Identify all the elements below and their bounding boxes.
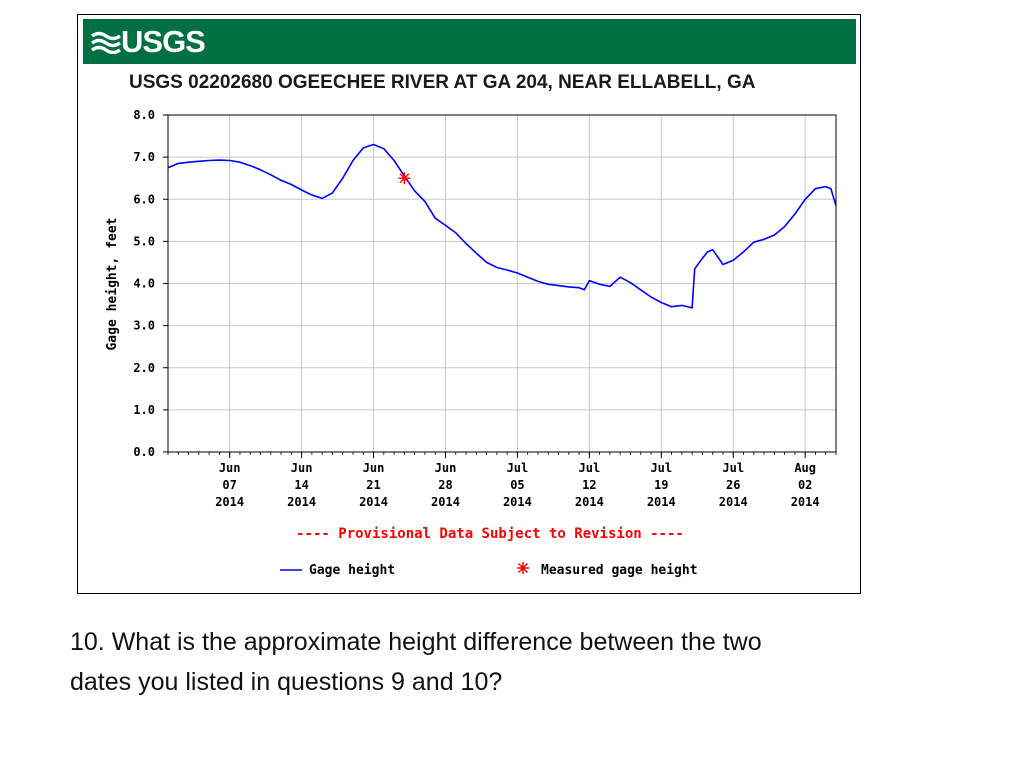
y-tick-label: 2.0 — [133, 361, 155, 375]
x-tick-label: 2014 — [431, 495, 460, 509]
y-axis-label: Gage height, feet — [105, 217, 120, 350]
x-tick-label: 02 — [798, 478, 812, 492]
x-tick-label: 07 — [222, 478, 236, 492]
usgs-logo-text: USGS — [121, 24, 206, 59]
x-tick-label: Jun — [219, 461, 241, 475]
usgs-logo: USGS — [91, 24, 206, 59]
legend-label-gage-height: Gage height — [309, 563, 395, 578]
y-tick-label: 0.0 — [133, 445, 155, 459]
x-tick-label: Jun — [363, 461, 385, 475]
asterisk-stroke — [399, 173, 410, 184]
x-tick-label: 12 — [582, 478, 596, 492]
question-line-2: dates you listed in questions 9 and 10? — [70, 668, 503, 696]
y-tick-label: 6.0 — [133, 192, 155, 206]
chart-figure: USGS USGS 02202680 OGEECHEE RIVER AT GA … — [77, 14, 861, 594]
x-tick-label: 28 — [438, 478, 452, 492]
chart-title: USGS 02202680 OGEECHEE RIVER AT GA 204, … — [129, 72, 756, 93]
x-tick-label: Jun — [435, 461, 457, 475]
plot-area-border — [167, 114, 837, 453]
x-tick-label: 2014 — [575, 495, 604, 509]
legend-asterisk-symbol — [517, 562, 529, 574]
x-tick-label: Aug — [794, 461, 816, 475]
x-tick-label: 2014 — [287, 495, 316, 509]
measured-point — [398, 172, 411, 185]
y-tick-label: 3.0 — [133, 319, 155, 333]
x-tick-label: 21 — [366, 478, 380, 492]
x-tick-label: Jul — [507, 461, 529, 475]
x-tick-label: 2014 — [719, 495, 748, 509]
x-tick-label: Jul — [722, 461, 744, 475]
x-tick-label: 2014 — [647, 495, 676, 509]
y-tick-label: 1.0 — [133, 403, 155, 417]
x-tick-label: 2014 — [503, 495, 532, 509]
x-tick-labels: Jun 07 2014 Jun 14 2014 Jun 21 2014 Jun 28 2014 Jul 0… — [215, 461, 819, 509]
x-tick-label: 19 — [654, 478, 668, 492]
y-tick-label: 7.0 — [133, 150, 155, 164]
x-tick-label: 26 — [726, 478, 740, 492]
chart-svg: Gage height, feet 0.0 1.0 2.0 3.0 4.0 5.0 6.0 7… — [105, 108, 837, 578]
x-tick-label: 2014 — [359, 495, 388, 509]
series-layer — [167, 143, 837, 309]
usgs-banner: USGS — [83, 19, 856, 64]
question-line-1: 10. What is the approximate height diffe… — [70, 628, 762, 656]
x-tick-label: 05 — [510, 478, 524, 492]
legend: Gage height Measured gage height — [280, 562, 698, 578]
x-tick-label: 2014 — [791, 495, 820, 509]
x-tick-label: 14 — [294, 478, 308, 492]
question-text: 10. What is the approximate height diffe… — [70, 622, 970, 702]
gage-height-line — [167, 143, 837, 309]
y-tick-label: 8.0 — [133, 108, 155, 122]
x-tick-label: Jul — [579, 461, 601, 475]
usgs-wave-icon — [91, 31, 121, 54]
x-tick-label: 2014 — [215, 495, 244, 509]
x-tick-label: Jun — [291, 461, 313, 475]
y-tick-label: 4.0 — [133, 277, 155, 291]
y-tick-labels: 0.0 1.0 2.0 3.0 4.0 5.0 6.0 7.0 8.0 — [133, 108, 155, 459]
provisional-notice: ---- Provisional Data Subject to Revisio… — [296, 526, 684, 542]
legend-label-measured: Measured gage height — [541, 563, 698, 578]
x-tick-label: Jul — [650, 461, 672, 475]
grid-layer — [163, 114, 837, 458]
y-tick-label: 5.0 — [133, 234, 155, 248]
